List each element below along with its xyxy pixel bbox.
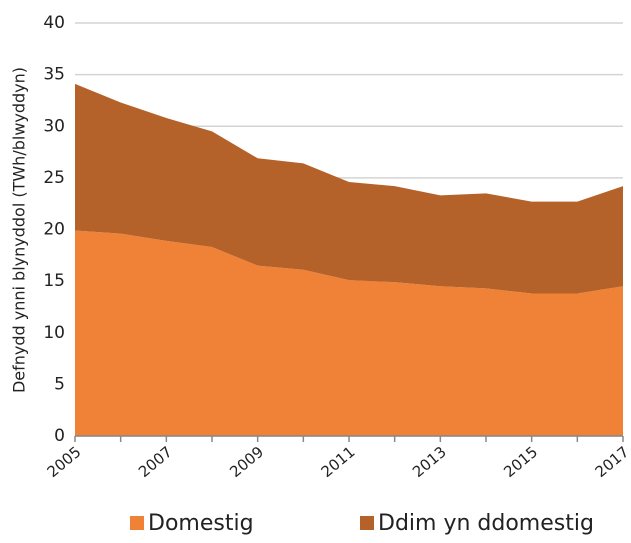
legend-swatch xyxy=(360,516,374,530)
x-tick-label: 2011 xyxy=(318,443,359,481)
area xyxy=(75,230,623,436)
x-tick-label: 2015 xyxy=(500,443,541,481)
y-axis-label: Defnydd ynni blynyddol (TWh/blwyddyn) xyxy=(10,67,29,393)
legend-swatch xyxy=(130,516,144,530)
x-tick-label: 2007 xyxy=(135,443,176,481)
x-tick-label: 2017 xyxy=(592,443,631,481)
area xyxy=(75,83,623,294)
x-tick-label: 2005 xyxy=(44,443,85,481)
y-tick-label: 30 xyxy=(43,116,65,136)
legend-label: Ddim yn ddomestig xyxy=(378,511,594,536)
y-tick-label: 10 xyxy=(43,323,65,343)
y-tick-label: 20 xyxy=(43,220,65,240)
legend-label: Domestig xyxy=(148,511,254,536)
y-tick-label: 15 xyxy=(43,271,65,291)
y-tick-label: 40 xyxy=(43,13,65,33)
y-tick-label: 35 xyxy=(43,65,65,85)
y-tick-label: 0 xyxy=(54,426,65,446)
x-tick-label: 2013 xyxy=(409,443,450,481)
x-tick-label: 2009 xyxy=(226,443,267,481)
y-tick-label: 25 xyxy=(43,168,65,188)
y-tick-label: 5 xyxy=(54,374,65,394)
